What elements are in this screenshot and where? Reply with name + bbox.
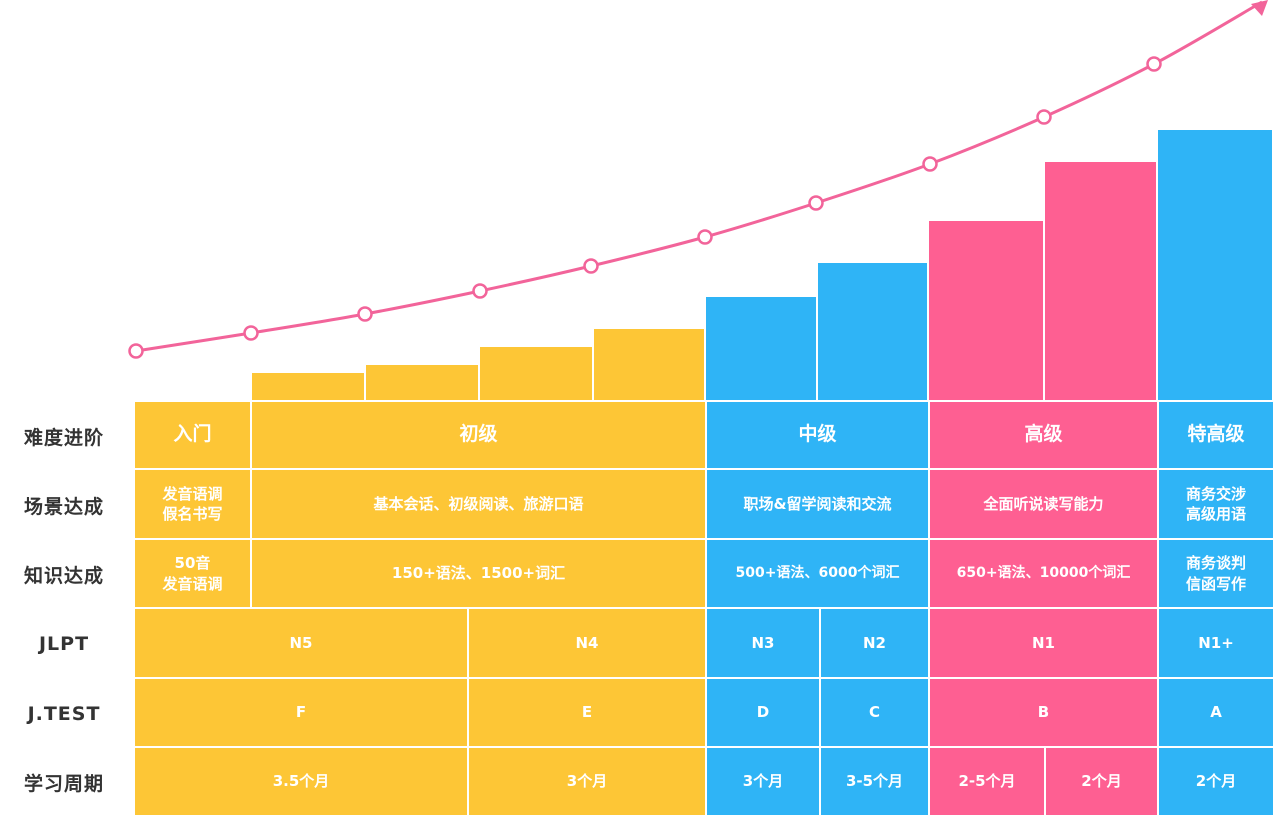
curve-point-4 — [472, 283, 488, 299]
growth-arrow-icon — [1251, 0, 1268, 16]
knowledge-cell-expert: 商务谈判 信函写作 — [1159, 540, 1275, 609]
jtest-cell-b: B — [930, 679, 1159, 748]
bar-9 — [1045, 162, 1156, 400]
difficulty-cell-intermediate: 中级 — [707, 402, 930, 470]
row-label-scenario: 场景达成 — [23, 495, 104, 518]
period-cell-n2: 3-5个月 — [821, 748, 930, 817]
scenario-cell-expert: 商务交涉 高级用语 — [1159, 470, 1275, 540]
bar-6 — [706, 297, 816, 400]
jtest-cell-a: A — [1159, 679, 1275, 748]
jtest-cell-e: E — [469, 679, 707, 748]
curve-point-7 — [808, 195, 824, 211]
curve-point-2 — [243, 325, 259, 341]
row-label-period: 学习周期 — [23, 773, 104, 795]
curve-point-3 — [357, 306, 373, 322]
jtest-cell-c: C — [821, 679, 930, 748]
knowledge-cell-beginner: 150+语法、1500+词汇 — [252, 540, 707, 609]
knowledge-cell-intro: 50音 发音语调 — [135, 540, 252, 609]
bar-5 — [594, 329, 704, 400]
curve-point-10 — [1146, 56, 1162, 72]
curve-point-9 — [1036, 109, 1052, 125]
jlpt-cell-n1: N1 — [930, 609, 1159, 679]
row-label-jtest: J.TEST — [27, 702, 101, 725]
knowledge-cell-advanced: 650+语法、10000个词汇 — [930, 540, 1159, 609]
bar-10 — [1158, 130, 1272, 400]
knowledge-cell-intermediate: 500+语法、6000个词汇 — [707, 540, 930, 609]
scenario-cell-advanced: 全面听说读写能力 — [930, 470, 1159, 540]
difficulty-cell-expert: 特高级 — [1159, 402, 1275, 470]
curve-point-6 — [697, 229, 713, 245]
curve-point-1 — [128, 343, 144, 359]
jlpt-cell-n3: N3 — [707, 609, 821, 679]
difficulty-cell-beginner: 初级 — [252, 402, 707, 470]
bar-2 — [252, 373, 364, 400]
row-label-jlpt: JLPT — [38, 633, 90, 655]
jlpt-cell-n2: N2 — [821, 609, 930, 679]
period-cell-n5: 3.5个月 — [135, 748, 469, 817]
bar-8 — [929, 221, 1043, 400]
period-cell-n3: 3个月 — [707, 748, 821, 817]
scenario-cell-beginner: 基本会话、初级阅读、旅游口语 — [252, 470, 707, 540]
jlpt-cell-n5: N5 — [135, 609, 469, 679]
curve-point-8 — [922, 156, 938, 172]
scenario-cell-intermediate: 职场&留学阅读和交流 — [707, 470, 930, 540]
period-cell-n4: 3个月 — [469, 748, 707, 817]
row-label-knowledge: 知识达成 — [23, 565, 104, 587]
period-cell-n1-plus: 2个月 — [1159, 748, 1275, 817]
jlpt-cell-n4: N4 — [469, 609, 707, 679]
scenario-cell-intro: 发音语调 假名书写 — [135, 470, 252, 540]
jtest-cell-d: D — [707, 679, 821, 748]
period-cell-n1-b: 2个月 — [1046, 748, 1159, 817]
bar-7 — [818, 263, 927, 400]
row-label-difficulty: 难度进阶 — [23, 426, 104, 449]
bar-4 — [480, 347, 592, 400]
period-cell-n1-a: 2-5个月 — [930, 748, 1046, 817]
curve-point-5 — [583, 258, 599, 274]
difficulty-cell-intro: 入门 — [135, 402, 252, 470]
difficulty-cell-advanced: 高级 — [930, 402, 1159, 470]
bar-3 — [366, 365, 478, 400]
difficulty-chart — [128, 0, 1272, 400]
jlpt-cell-n1-plus: N1+ — [1159, 609, 1275, 679]
jtest-cell-f: F — [135, 679, 469, 748]
